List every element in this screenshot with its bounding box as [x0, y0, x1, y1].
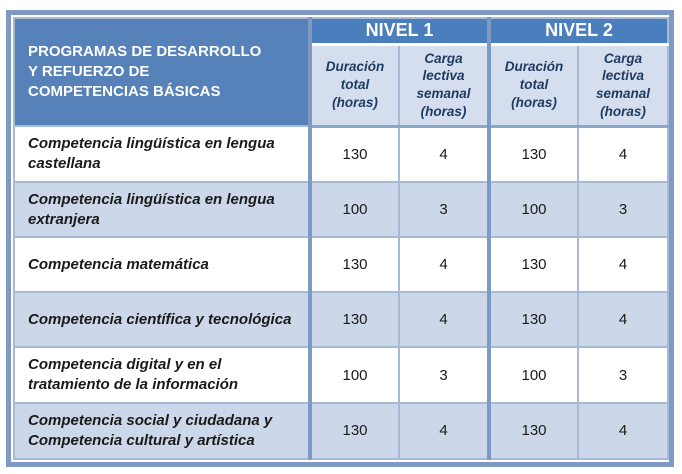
table-title-cell: PROGRAMAS DE DESARROLLO Y REFUERZO DE CO…: [13, 16, 311, 128]
table-row: Competencia científica y tecnológica 130…: [13, 291, 670, 349]
nivel2-carga-header: Carga lectiva semanal (horas): [577, 42, 670, 128]
nivel1-carga-header: Carga lectiva semanal (horas): [397, 42, 491, 128]
value-cell: 3: [577, 346, 670, 405]
value-cell: 4: [397, 402, 491, 460]
value-cell: 4: [397, 236, 491, 294]
value-cell: 130: [487, 236, 580, 294]
subheader-row: Duración total (horas) Carga lectiva sem…: [14, 42, 670, 128]
program-cell: Competencia digital y en el tratamiento …: [13, 346, 311, 405]
value-cell: 4: [397, 291, 491, 349]
header-band-row: PROGRAMAS DE DESARROLLO Y REFUERZO DE CO…: [13, 16, 670, 128]
value-cell: 4: [397, 125, 491, 183]
program-cell: Competencia matemática: [13, 236, 311, 294]
value-cell: 100: [487, 180, 580, 239]
program-cell: Competencia científica y tecnológica: [13, 291, 311, 349]
table-row: Competencia lingüística en lengua castel…: [13, 125, 670, 183]
value-cell: 4: [577, 236, 670, 294]
competencias-table-frame: PROGRAMAS DE DESARROLLO Y REFUERZO DE CO…: [6, 10, 674, 467]
value-cell: 130: [308, 125, 400, 183]
value-cell: 4: [577, 402, 670, 460]
table-title-line-1: PROGRAMAS DE DESARROLLO: [28, 43, 262, 61]
value-cell: 4: [577, 291, 670, 349]
nivel1-duracion-header: Duración total (horas): [308, 42, 400, 128]
value-cell: 3: [397, 180, 491, 239]
value-cell: 130: [308, 402, 400, 460]
program-cell: Competencia lingüística en lengua extran…: [13, 180, 311, 239]
program-cell: Competencia lingüística en lengua castel…: [13, 125, 311, 183]
table-row: Competencia digital y en el tratamiento …: [13, 346, 670, 405]
program-cell: Competencia social y ciudadana y Compete…: [13, 402, 311, 460]
value-cell: 130: [487, 291, 580, 349]
value-cell: 130: [308, 236, 400, 294]
value-cell: 3: [577, 180, 670, 239]
value-cell: 3: [397, 346, 491, 405]
nivel-2-header: NIVEL 2: [487, 17, 670, 46]
table-row: Competencia social y ciudadana y Compete…: [13, 402, 670, 460]
value-cell: 4: [577, 125, 670, 183]
value-cell: 100: [308, 346, 400, 405]
nivel2-duracion-header: Duración total (horas): [487, 42, 580, 128]
value-cell: 100: [487, 346, 580, 405]
table-row: Competencia lingüística en lengua extran…: [13, 180, 670, 239]
value-cell: 100: [308, 180, 400, 239]
table-row: Competencia matemática 130 4 130 4: [13, 236, 670, 294]
value-cell: 130: [487, 125, 580, 183]
table-title-line-2: Y REFUERZO DE: [28, 63, 150, 81]
table-title-line-3: COMPETENCIAS BÁSICAS: [28, 83, 221, 101]
nivel-1-header: NIVEL 1: [307, 17, 491, 46]
value-cell: 130: [487, 402, 580, 460]
value-cell: 130: [308, 291, 400, 349]
competencias-table: PROGRAMAS DE DESARROLLO Y REFUERZO DE CO…: [13, 16, 670, 460]
